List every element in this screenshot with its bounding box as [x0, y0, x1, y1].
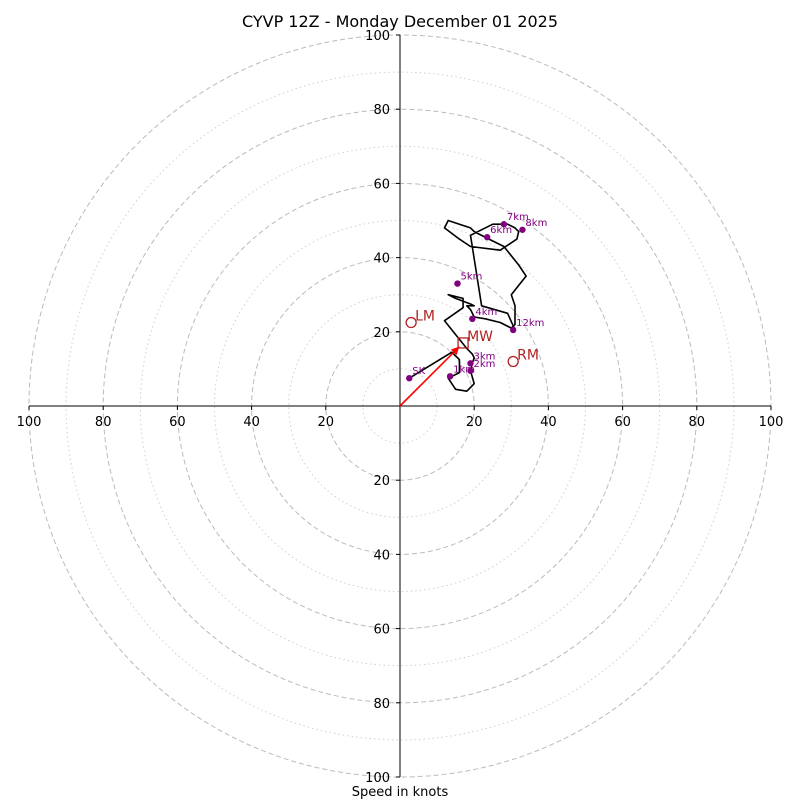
height-label: 2km [473, 359, 495, 370]
x-tick-label: 60 [169, 415, 186, 430]
height-label: 12km [516, 318, 544, 329]
mean-wind-arrow-line [399, 346, 460, 407]
y-tick-label: 60 [373, 177, 390, 192]
height-label: 1km [453, 364, 475, 375]
x-tick-label: 80 [689, 415, 706, 430]
y-tick-label: 40 [373, 548, 390, 563]
x-tick-label: 100 [17, 415, 42, 430]
y-tick-label: 60 [373, 623, 390, 638]
height-label: 7km [507, 212, 529, 223]
y-tick-label: 20 [373, 474, 390, 489]
height-point [446, 373, 454, 380]
height-point [519, 226, 526, 233]
height-point [500, 221, 508, 228]
height-label: 4km [475, 307, 497, 318]
x-tick-label: 80 [95, 415, 112, 430]
x-tick-label: 100 [759, 415, 784, 430]
y-tick-label: 80 [373, 697, 390, 712]
height-label: 8km [525, 218, 547, 229]
x-tick-label: 20 [318, 415, 335, 430]
y-tick-label: 20 [373, 326, 390, 341]
y-tick-label: 40 [373, 252, 390, 267]
y-tick-label: 100 [365, 29, 390, 44]
storm-motion-marker [405, 316, 417, 329]
storm-motion-label: RM [517, 347, 539, 363]
height-point [406, 374, 413, 382]
height-label: 3km [473, 351, 495, 362]
x-tick-label: 40 [243, 415, 260, 430]
axis-ticks: 20 20 20 20 40 40 40 40 60 60 60 60 80 80 80 80 100 100 10… [17, 29, 784, 786]
x-tick-label: 60 [614, 415, 631, 430]
storm-motion-marker [457, 337, 469, 349]
height-point [467, 360, 474, 367]
y-tick-label: 100 [365, 771, 390, 786]
height-label: 6km [490, 225, 512, 236]
storm-motion-marker [507, 355, 519, 368]
x-tick-label: 40 [540, 415, 557, 430]
height-label: 5km [461, 272, 483, 283]
height-label: SK [412, 366, 425, 377]
height-point [509, 326, 517, 334]
height-point [454, 280, 461, 287]
mean-wind-arrow-head [450, 346, 460, 356]
y-tick-label: 80 [373, 103, 390, 118]
height-point [469, 315, 476, 323]
storm-motion-label: LM [415, 309, 435, 325]
height-point [467, 367, 474, 374]
storm-motion-label: MW [467, 329, 493, 345]
storm-motion-markers: LM MW RM [405, 309, 539, 368]
chart-title: CYVP 12Z - Monday December 01 2025 [242, 12, 558, 31]
mean-wind-vector [399, 346, 460, 407]
x-axis-label: Speed in knots [352, 785, 449, 800]
height-point [483, 233, 491, 241]
x-tick-label: 20 [466, 415, 483, 430]
